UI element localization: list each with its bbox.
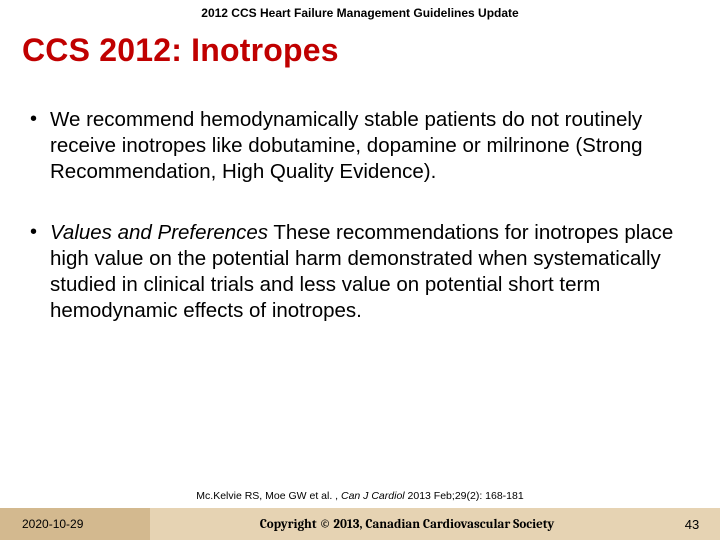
citation-rest: 2013 Feb;29(2): 168-181 xyxy=(408,490,524,502)
bullet-item: • We recommend hemodynamically stable pa… xyxy=(28,107,692,184)
header-subtitle: 2012 CCS Heart Failure Management Guidel… xyxy=(0,0,720,20)
bullet-text: Values and Preferences These recommendat… xyxy=(50,220,692,323)
bullet-text: We recommend hemodynamically stable pati… xyxy=(50,107,692,184)
citation-journal: Can J Cardiol xyxy=(341,490,408,502)
footer-copyright: Copyright © 2013, Canadian Cardiovascula… xyxy=(150,508,664,540)
bullet-item: • Values and Preferences These recommend… xyxy=(28,220,692,323)
slide-title: CCS 2012: Inotropes xyxy=(0,20,720,69)
bullet-marker: • xyxy=(28,220,50,323)
footer-page-number: 43 xyxy=(664,508,720,540)
bullet-marker: • xyxy=(28,107,50,184)
footer-bar: 2020-10-29 Copyright © 2013, Canadian Ca… xyxy=(0,508,720,540)
footer-date: 2020-10-29 xyxy=(0,508,150,540)
slide-content: • We recommend hemodynamically stable pa… xyxy=(0,69,720,324)
bullet-lead-italic: Values and Preferences xyxy=(50,221,268,244)
citation-authors: Mc.Kelvie RS, Moe GW et al. , xyxy=(196,490,341,502)
citation: Mc.Kelvie RS, Moe GW et al. , Can J Card… xyxy=(0,490,720,502)
